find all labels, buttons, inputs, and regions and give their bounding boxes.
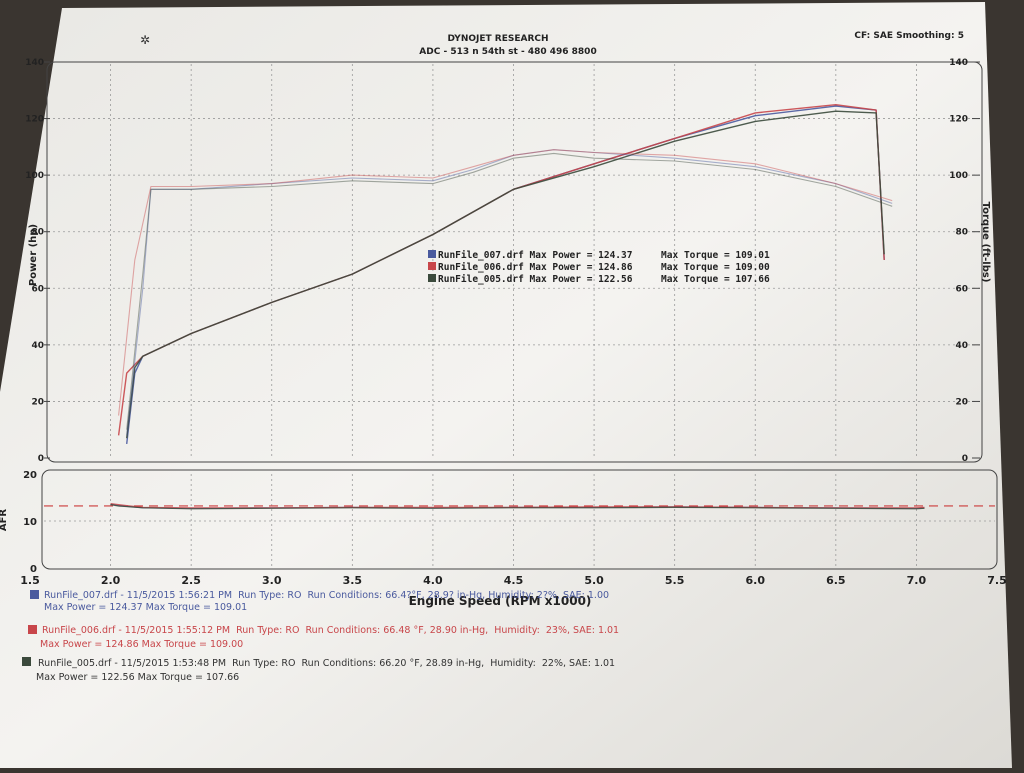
torque-line-runfile_007 — [126, 149, 893, 436]
legend-swatch-005 — [428, 274, 436, 282]
power-line-runfile_005 — [126, 110, 885, 439]
legend-entry-007: RunFile_007.drf Max Power = 124.37 Max T… — [438, 250, 770, 261]
run-info-005-line2: Max Power = 122.56 Max Torque = 107.66 — [36, 672, 239, 683]
main-series — [117, 103, 893, 444]
chart-legend: RunFile_007.drf Max Power = 124.37 Max T… — [428, 250, 770, 285]
rpm-tick-label: 6.5 — [826, 574, 846, 587]
rpm-tick-label: 3.5 — [343, 574, 363, 587]
rpm-tick-label: 5.5 — [665, 574, 685, 587]
rpm-tick-label: 6.0 — [746, 574, 766, 587]
afr-series — [44, 503, 995, 510]
torque-tick-label: 60 — [955, 284, 968, 294]
rpm-tick-label: 2.0 — [101, 574, 121, 587]
run-info-007-line1: RunFile_007.drf - 11/5/2015 1:56:21 PM R… — [44, 590, 609, 601]
torque-tick-label: 40 — [955, 341, 968, 351]
torque-axis-label: Torque (ft-lbs) — [980, 202, 991, 283]
rpm-axis-label: Engine Speed (RPM x1000) — [409, 594, 592, 608]
afr-tick-label: 10 — [23, 517, 37, 528]
torque-tick-label: 140 — [949, 58, 968, 68]
rpm-tick-label: 7.0 — [907, 574, 927, 587]
legend-swatch-007 — [428, 250, 436, 258]
afr-tick-label: 20 — [23, 470, 37, 481]
power-tick-label: 0 — [38, 454, 44, 464]
rpm-tick-label: 5.0 — [584, 574, 604, 587]
rpm-tick-label: 4.5 — [504, 574, 524, 587]
paper-sheet — [0, 2, 1012, 768]
legend-entry-005: RunFile_005.drf Max Power = 122.56 Max T… — [438, 274, 770, 285]
run-info-007-line2: Max Power = 124.37 Max Torque = 109.01 — [44, 602, 247, 613]
power-tick-label: 60 — [31, 284, 44, 294]
torque-tick-label: 80 — [955, 228, 968, 238]
power-tick-label: 120 — [25, 115, 44, 125]
conditions-label: CF: SAE Smoothing: 5 — [854, 31, 964, 41]
torque-tick-label: 100 — [949, 171, 968, 181]
rpm-axis-ticks: 1.5 2.0 2.5 3.0 3.5 4.0 4.5 5.0 5.5 6.0 6.5 7.0 7.5 — [20, 574, 1007, 587]
torque-line-runfile_006 — [118, 149, 893, 416]
power-axis-label: Power (hp) — [28, 224, 39, 286]
run-info-006-line2: Max Power = 124.86 Max Torque = 109.00 — [40, 639, 243, 650]
run-swatch-006 — [28, 625, 37, 634]
afr-grid — [44, 474, 995, 568]
power-tick-label: 140 — [25, 58, 44, 68]
afr-axis-label: AFR — [0, 509, 9, 532]
rpm-tick-label: 1.5 — [20, 574, 40, 587]
power-tick-label: 40 — [31, 341, 44, 351]
power-tick-label: 80 — [31, 228, 44, 238]
chart-title: DYNOJET RESEARCH — [447, 34, 548, 44]
torque-axis-ticks: 0 20 40 60 80 100 120 140 — [949, 58, 980, 464]
power-tick-label: 20 — [31, 397, 44, 407]
dynojet-logo-icon: ✲ — [140, 33, 150, 47]
main-plot-frame — [46, 61, 983, 463]
rpm-tick-label: 2.5 — [181, 574, 201, 587]
torque-tick-label: 20 — [955, 397, 968, 407]
run-swatch-007 — [30, 590, 39, 599]
afr-axis-ticks: 0 10 20 — [23, 470, 37, 575]
afr-line-runfile_005 — [110, 504, 925, 510]
torque-line-runfile_005 — [126, 152, 893, 430]
rpm-tick-label: 7.5 — [987, 574, 1007, 587]
run-info-005-line1: RunFile_005.drf - 11/5/2015 1:53:48 PM R… — [38, 658, 615, 669]
afr-plot-frame — [41, 469, 998, 570]
torque-tick-label: 120 — [949, 115, 968, 125]
afr-tick-label: 0 — [30, 564, 37, 575]
main-grid — [48, 64, 980, 458]
legend-swatch-006 — [428, 262, 436, 270]
run-info-list: RunFile_007.drf - 11/5/2015 1:56:21 PM R… — [22, 590, 619, 683]
run-swatch-005 — [22, 657, 31, 666]
power-axis-ticks: 0 20 40 60 80 100 120 140 — [25, 58, 50, 464]
power-tick-label: 100 — [25, 171, 44, 181]
legend-entry-006: RunFile_006.drf Max Power = 124.86 Max T… — [438, 262, 770, 273]
torque-tick-label: 0 — [962, 454, 968, 464]
chart-subtitle: ADC - 513 n 54th st - 480 496 8800 — [419, 47, 596, 57]
rpm-tick-label: 4.0 — [423, 574, 443, 587]
rpm-tick-label: 3.0 — [262, 574, 282, 587]
run-info-006-line1: RunFile_006.drf - 11/5/2015 1:55:12 PM R… — [42, 625, 619, 636]
